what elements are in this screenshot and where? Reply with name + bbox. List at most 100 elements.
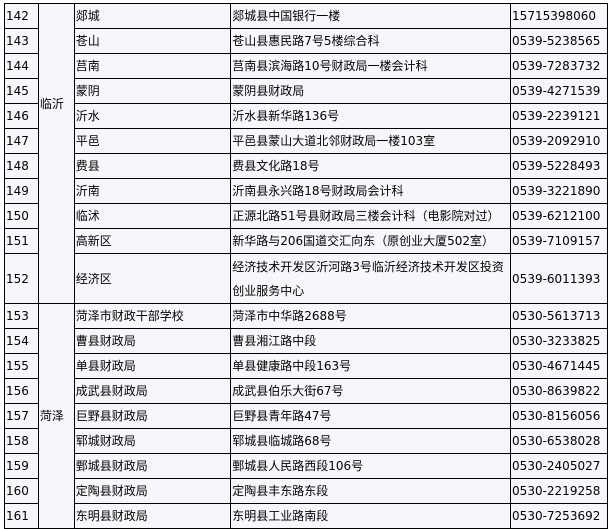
office-name-cell: 高新区 xyxy=(73,228,232,254)
table-row: 145 蒙阴 蒙阴县财政局 0539-4271539 xyxy=(4,78,608,104)
table-row: 156 成武县财政局 成武县伯乐大街67号 0530-8639822 xyxy=(4,378,608,404)
row-number-cell: 154 xyxy=(4,328,39,354)
office-name-cell: 曹县财政局 xyxy=(73,328,232,354)
office-name-cell: 定陶县财政局 xyxy=(73,478,232,504)
address-cell: 定陶县丰东路东段 xyxy=(230,478,512,504)
office-name-cell: 菏泽市财政干部学校 xyxy=(73,303,232,329)
row-number-cell: 150 xyxy=(4,203,39,229)
office-name-cell: 郯城 xyxy=(73,3,232,29)
phone-cell: 0539-2092910 xyxy=(510,128,608,154)
address-cell: 单县健康路中段163号 xyxy=(230,353,512,379)
row-number-cell: 158 xyxy=(4,428,39,454)
phone-cell: 0530-7253692 xyxy=(510,503,608,529)
phone-cell: 0530-3233825 xyxy=(510,328,608,354)
row-number-cell: 160 xyxy=(4,478,39,504)
phone-cell: 0539-6212100 xyxy=(510,203,608,229)
address-cell: 东明县工业路南段 xyxy=(230,503,512,529)
office-name-cell: 莒南 xyxy=(73,53,232,79)
address-cell: 新华路与206国道交汇向东（原创业大厦502室） xyxy=(230,228,512,254)
office-name-cell: 费县 xyxy=(73,153,232,179)
table-row: 161 东明县财政局 东明县工业路南段 0530-7253692 xyxy=(4,503,608,529)
phone-cell: 0539-5238565 xyxy=(510,28,608,54)
phone-cell: 0539-6011393 xyxy=(510,253,608,304)
address-cell: 平邑县蒙山大道北邻财政局一楼103室 xyxy=(230,128,512,154)
address-cell: 蒙阴县财政局 xyxy=(230,78,512,104)
table-row: 160 定陶县财政局 定陶县丰东路东段 0530-2219258 xyxy=(4,478,608,504)
row-number-cell: 143 xyxy=(4,28,39,54)
city-cell: 菏泽 xyxy=(37,303,75,529)
address-cell: 鄄城县人民路西段106号 xyxy=(230,453,512,479)
office-name-cell: 经济区 xyxy=(73,253,232,304)
row-number-cell: 159 xyxy=(4,453,39,479)
phone-cell: 0530-6538028 xyxy=(510,428,608,454)
phone-cell: 0530-5613713 xyxy=(510,303,608,329)
address-cell: 费县文化路18号 xyxy=(230,153,512,179)
row-number-cell: 145 xyxy=(4,78,39,104)
row-number-cell: 146 xyxy=(4,103,39,129)
table-row: 152 经济区 经济技术开发区沂河路3号临沂经济技术开发区投资创业服务中心 0539-… xyxy=(4,253,608,304)
office-name-cell: 成武县财政局 xyxy=(73,378,232,404)
address-cell: 巨野县青年路47号 xyxy=(230,403,512,429)
row-number-cell: 149 xyxy=(4,178,39,204)
row-number-cell: 151 xyxy=(4,228,39,254)
office-name-cell: 沂南 xyxy=(73,178,232,204)
table-row: 146 沂水 沂水县新华路136号 0539-2239121 xyxy=(4,103,608,129)
phone-cell: 0539-7109157 xyxy=(510,228,608,254)
address-cell: 沂水县新华路136号 xyxy=(230,103,512,129)
office-directory-table: 142 临沂 郯城 郯城县中国银行一楼 15715398060 143 苍山 苍山县惠民路7号… xyxy=(4,3,608,529)
row-number-cell: 144 xyxy=(4,53,39,79)
table-row: 150 临沭 正源北路51号县财政局三楼会计科（电影院对过） 0539-6212100 xyxy=(4,203,608,229)
phone-cell: 0539-3221890 xyxy=(510,178,608,204)
table-row: 153 菏泽 菏泽市财政干部学校 菏泽市中华路2688号 0530-5613713 xyxy=(4,303,608,529)
office-name-cell: 平邑 xyxy=(73,128,232,154)
office-name-cell: 巨野县财政局 xyxy=(73,403,232,429)
office-name-cell: 蒙阴 xyxy=(73,78,232,104)
row-number-cell: 157 xyxy=(4,403,39,429)
row-number-cell: 148 xyxy=(4,153,39,179)
phone-cell: 0539-7283732 xyxy=(510,53,608,79)
phone-cell: 0539-2239121 xyxy=(510,103,608,129)
row-number-cell: 152 xyxy=(4,253,39,304)
table-row: 147 平邑 平邑县蒙山大道北邻财政局一楼103室 0539-2092910 xyxy=(4,128,608,154)
table-row: 154 曹县财政局 曹县湘江路中段 0530-3233825 xyxy=(4,328,608,354)
row-number-cell: 156 xyxy=(4,378,39,404)
address-cell: 曹县湘江路中段 xyxy=(230,328,512,354)
office-name-cell: 单县财政局 xyxy=(73,353,232,379)
table-row: 142 临沂 郯城 郯城县中国银行一楼 15715398060 xyxy=(4,3,608,304)
phone-cell: 0530-8156056 xyxy=(510,403,608,429)
address-cell: 郓城县临城路68号 xyxy=(230,428,512,454)
table-row: 159 鄄城县财政局 鄄城县人民路西段106号 0530-2405027 xyxy=(4,453,608,479)
office-name-cell: 临沭 xyxy=(73,203,232,229)
phone-cell: 0530-2219258 xyxy=(510,478,608,504)
address-cell: 成武县伯乐大街67号 xyxy=(230,378,512,404)
address-cell: 菏泽市中华路2688号 xyxy=(230,303,512,329)
phone-cell: 15715398060 xyxy=(510,3,608,29)
address-cell: 正源北路51号县财政局三楼会计科（电影院对过） xyxy=(230,203,512,229)
phone-cell: 0530-2405027 xyxy=(510,453,608,479)
office-name-cell: 苍山 xyxy=(73,28,232,54)
office-name-cell: 沂水 xyxy=(73,103,232,129)
row-number-cell: 153 xyxy=(4,303,39,329)
city-cell: 临沂 xyxy=(37,3,75,304)
address-cell: 郯城县中国银行一楼 xyxy=(230,3,512,29)
phone-cell: 0530-4671445 xyxy=(510,353,608,379)
row-number-cell: 155 xyxy=(4,353,39,379)
address-cell: 沂南县永兴路18号财政局会计科 xyxy=(230,178,512,204)
table-row: 149 沂南 沂南县永兴路18号财政局会计科 0539-3221890 xyxy=(4,178,608,204)
address-cell: 莒南县滨海路10号财政局一楼会计科 xyxy=(230,53,512,79)
row-number-cell: 147 xyxy=(4,128,39,154)
phone-cell: 0539-5228493 xyxy=(510,153,608,179)
table-row: 143 苍山 苍山县惠民路7号5楼综合科 0539-5238565 xyxy=(4,28,608,54)
office-name-cell: 东明县财政局 xyxy=(73,503,232,529)
table-row: 158 郓城财政局 郓城县临城路68号 0530-6538028 xyxy=(4,428,608,454)
row-number-cell: 161 xyxy=(4,503,39,529)
office-name-cell: 郓城财政局 xyxy=(73,428,232,454)
phone-cell: 0539-4271539 xyxy=(510,78,608,104)
phone-cell: 0530-8639822 xyxy=(510,378,608,404)
address-cell: 苍山县惠民路7号5楼综合科 xyxy=(230,28,512,54)
table-row: 144 莒南 莒南县滨海路10号财政局一楼会计科 0539-7283732 xyxy=(4,53,608,79)
table-row: 151 高新区 新华路与206国道交汇向东（原创业大厦502室） 0539-71091… xyxy=(4,228,608,254)
table-row: 157 巨野县财政局 巨野县青年路47号 0530-8156056 xyxy=(4,403,608,429)
table-row: 148 费县 费县文化路18号 0539-5228493 xyxy=(4,153,608,179)
office-name-cell: 鄄城县财政局 xyxy=(73,453,232,479)
